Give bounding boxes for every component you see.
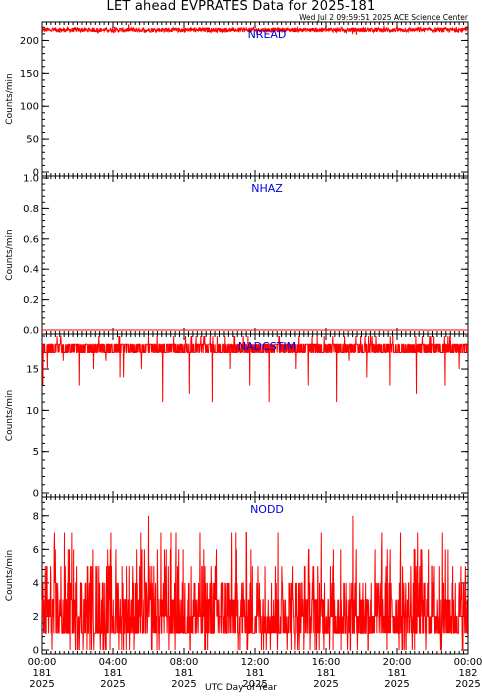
- x-tick-label: 181: [174, 668, 193, 679]
- x-tick-label: 12:00: [241, 657, 270, 668]
- data-line-nadcstim: [42, 335, 469, 403]
- y-tick-label: 0: [33, 168, 39, 179]
- y-axis-label: Counts/min: [5, 390, 15, 441]
- x-tick-label: 181: [387, 668, 406, 679]
- x-tick-label: 181: [316, 668, 335, 679]
- y-tick-label: 0.6: [23, 234, 39, 245]
- x-tick-label: 181: [103, 668, 122, 679]
- x-tick-label: 2025: [171, 679, 196, 690]
- y-tick-label: 1.0: [23, 174, 39, 185]
- x-tick-label: 2025: [384, 679, 409, 690]
- x-tick-label: 00:00: [454, 657, 482, 668]
- y-tick-label: 0.4: [23, 265, 39, 276]
- x-tick-label: 2025: [455, 679, 480, 690]
- plot-frame-nhaz: [41, 175, 469, 335]
- x-tick-label: 2025: [29, 679, 54, 690]
- y-tick-label: 2: [33, 612, 39, 623]
- x-tick-label: 16:00: [312, 657, 341, 668]
- y-axis-label: Counts/min: [5, 229, 15, 280]
- x-tick-label: 181: [32, 668, 51, 679]
- x-tick-label: 00:00: [28, 657, 57, 668]
- y-axis-label: Counts/min: [5, 550, 15, 601]
- y-tick-label: 100: [20, 102, 39, 113]
- chart-main-title: LET ahead EVPRATES Data for 2025-181: [106, 0, 376, 14]
- data-line-nread: [41, 24, 469, 35]
- y-tick-label: 8: [33, 511, 39, 522]
- y-tick-label: 15: [26, 365, 39, 376]
- y-tick-label: 6: [33, 545, 39, 556]
- y-tick-label: 0: [33, 646, 39, 657]
- x-tick-label: 20:00: [383, 657, 412, 668]
- x-tick-label: 04:00: [99, 657, 128, 668]
- plot-frame-nread: [41, 21, 469, 177]
- x-tick-label: 2025: [313, 679, 338, 690]
- y-tick-label: 0.0: [23, 326, 39, 337]
- x-tick-label: 181: [245, 668, 264, 679]
- x-tick-label: 08:00: [170, 657, 199, 668]
- y-axis-label: Counts/min: [5, 73, 15, 124]
- y-tick-label: 50: [26, 135, 39, 146]
- y-tick-label: 150: [20, 69, 39, 80]
- x-tick-label: 2025: [242, 679, 267, 690]
- x-tick-label: 2025: [100, 679, 125, 690]
- y-tick-label: 4: [33, 578, 39, 589]
- x-axis-title: UTC Day of Year: [205, 683, 277, 693]
- y-tick-label: 10: [26, 406, 39, 417]
- y-tick-label: 200: [20, 36, 39, 47]
- y-tick-label: 0.8: [23, 204, 39, 215]
- x-tick-label: 182: [458, 668, 477, 679]
- y-tick-label: 0: [33, 489, 39, 500]
- series-title-nhaz: NHAZ: [251, 182, 283, 195]
- series-title-nodd: NODD: [250, 503, 284, 516]
- series-title-nread: NREAD: [248, 28, 287, 41]
- y-tick-label: 0.2: [23, 295, 39, 306]
- timestamp-label: Wed Jul 2 09:59:51 2025 ACE Science Cent…: [299, 13, 468, 22]
- series-title-nadcstim: NADCSTIM: [238, 340, 296, 353]
- y-tick-label: 5: [33, 447, 39, 458]
- data-line-nodd: [41, 515, 468, 651]
